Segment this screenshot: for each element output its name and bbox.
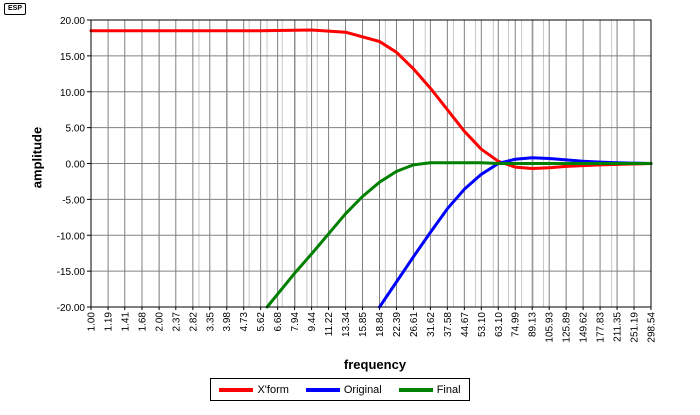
x-tick-label: 105.93: [545, 312, 556, 343]
x-tick-label: 37.58: [443, 312, 454, 337]
x-tick-label: 18.84: [375, 312, 386, 337]
x-tick-label: 5.62: [256, 312, 267, 332]
x-tick-label: 1.68: [137, 312, 148, 332]
y-tick-label: 15.00: [60, 52, 85, 63]
x-tick-label: 63.10: [494, 312, 505, 337]
x-tick-label: 149.62: [579, 312, 590, 343]
x-tick-label: 1.00: [87, 312, 98, 332]
x-tick-label: 1.41: [120, 312, 131, 332]
legend: X'form Original Final: [210, 378, 470, 401]
legend-swatch-original: [305, 387, 340, 392]
x-tick-label: 298.54: [647, 312, 658, 343]
x-tick-label: 74.99: [511, 312, 522, 337]
x-tick-label: 4.73: [239, 312, 250, 332]
x-tick-label: 177.83: [596, 312, 607, 343]
x-tick-label: 31.62: [426, 312, 437, 337]
y-tick-label: 0.00: [66, 160, 86, 171]
legend-label-xform: X'form: [257, 383, 289, 396]
x-axis-title: frequency: [343, 357, 407, 372]
y-tick-label: 5.00: [66, 124, 86, 135]
series-line-original: [378, 156, 653, 309]
y-axis-title: amplitude: [29, 126, 45, 189]
x-tick-label: 15.85: [358, 312, 369, 337]
legend-label-final: Final: [436, 383, 461, 396]
x-tick-label: 7.94: [290, 312, 301, 332]
legend-swatch-final: [398, 387, 433, 392]
x-tick-label: 251.19: [630, 312, 641, 343]
series-line-xform: [89, 28, 653, 170]
legend-item-xform: X'form: [219, 383, 289, 396]
x-tick-label: 2.00: [155, 312, 166, 332]
x-tick-label: 6.68: [273, 312, 284, 332]
legend-swatch-xform: [219, 387, 254, 392]
x-tick-label: 2.37: [171, 312, 182, 332]
x-tick-label: 11.22: [324, 312, 335, 337]
y-tick-label: 20.00: [60, 16, 85, 27]
x-tick-label: 44.67: [460, 312, 471, 337]
esp-logo: ESP: [4, 3, 26, 15]
y-tick-label: -15.00: [57, 267, 86, 278]
legend-item-final: Final: [398, 383, 461, 396]
x-tick-label: 125.89: [562, 312, 573, 343]
y-tick-label: -5.00: [62, 195, 85, 206]
y-tick-label: 10.00: [60, 88, 85, 99]
legend-label-original: Original: [343, 383, 382, 396]
x-tick-label: 89.13: [528, 312, 539, 337]
x-tick-label: 3.98: [222, 312, 233, 332]
y-tick-label: -10.00: [57, 231, 86, 242]
legend-item-original: Original: [305, 383, 382, 396]
x-tick-label: 13.34: [341, 312, 352, 337]
x-tick-label: 2.82: [188, 312, 199, 332]
series-line-final: [265, 161, 653, 309]
x-tick-label: 9.44: [307, 312, 318, 332]
y-tick-label: -20.00: [57, 303, 86, 314]
x-tick-label: 3.35: [205, 312, 216, 332]
x-tick-label: 26.61: [409, 312, 420, 337]
x-tick-label: 22.39: [392, 312, 403, 337]
plot-frame: [90, 19, 652, 308]
x-tick-label: 53.10: [477, 312, 488, 337]
x-tick-label: 211.35: [613, 312, 624, 342]
x-tick-label: 1.19: [104, 312, 115, 332]
